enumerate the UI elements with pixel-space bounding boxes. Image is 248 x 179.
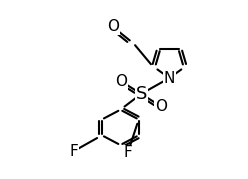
Text: N: N <box>164 71 175 86</box>
Text: O: O <box>116 74 127 89</box>
Text: F: F <box>69 144 78 159</box>
Text: O: O <box>155 99 167 114</box>
Text: O: O <box>107 20 119 34</box>
Text: F: F <box>123 146 132 160</box>
Text: S: S <box>135 85 147 103</box>
